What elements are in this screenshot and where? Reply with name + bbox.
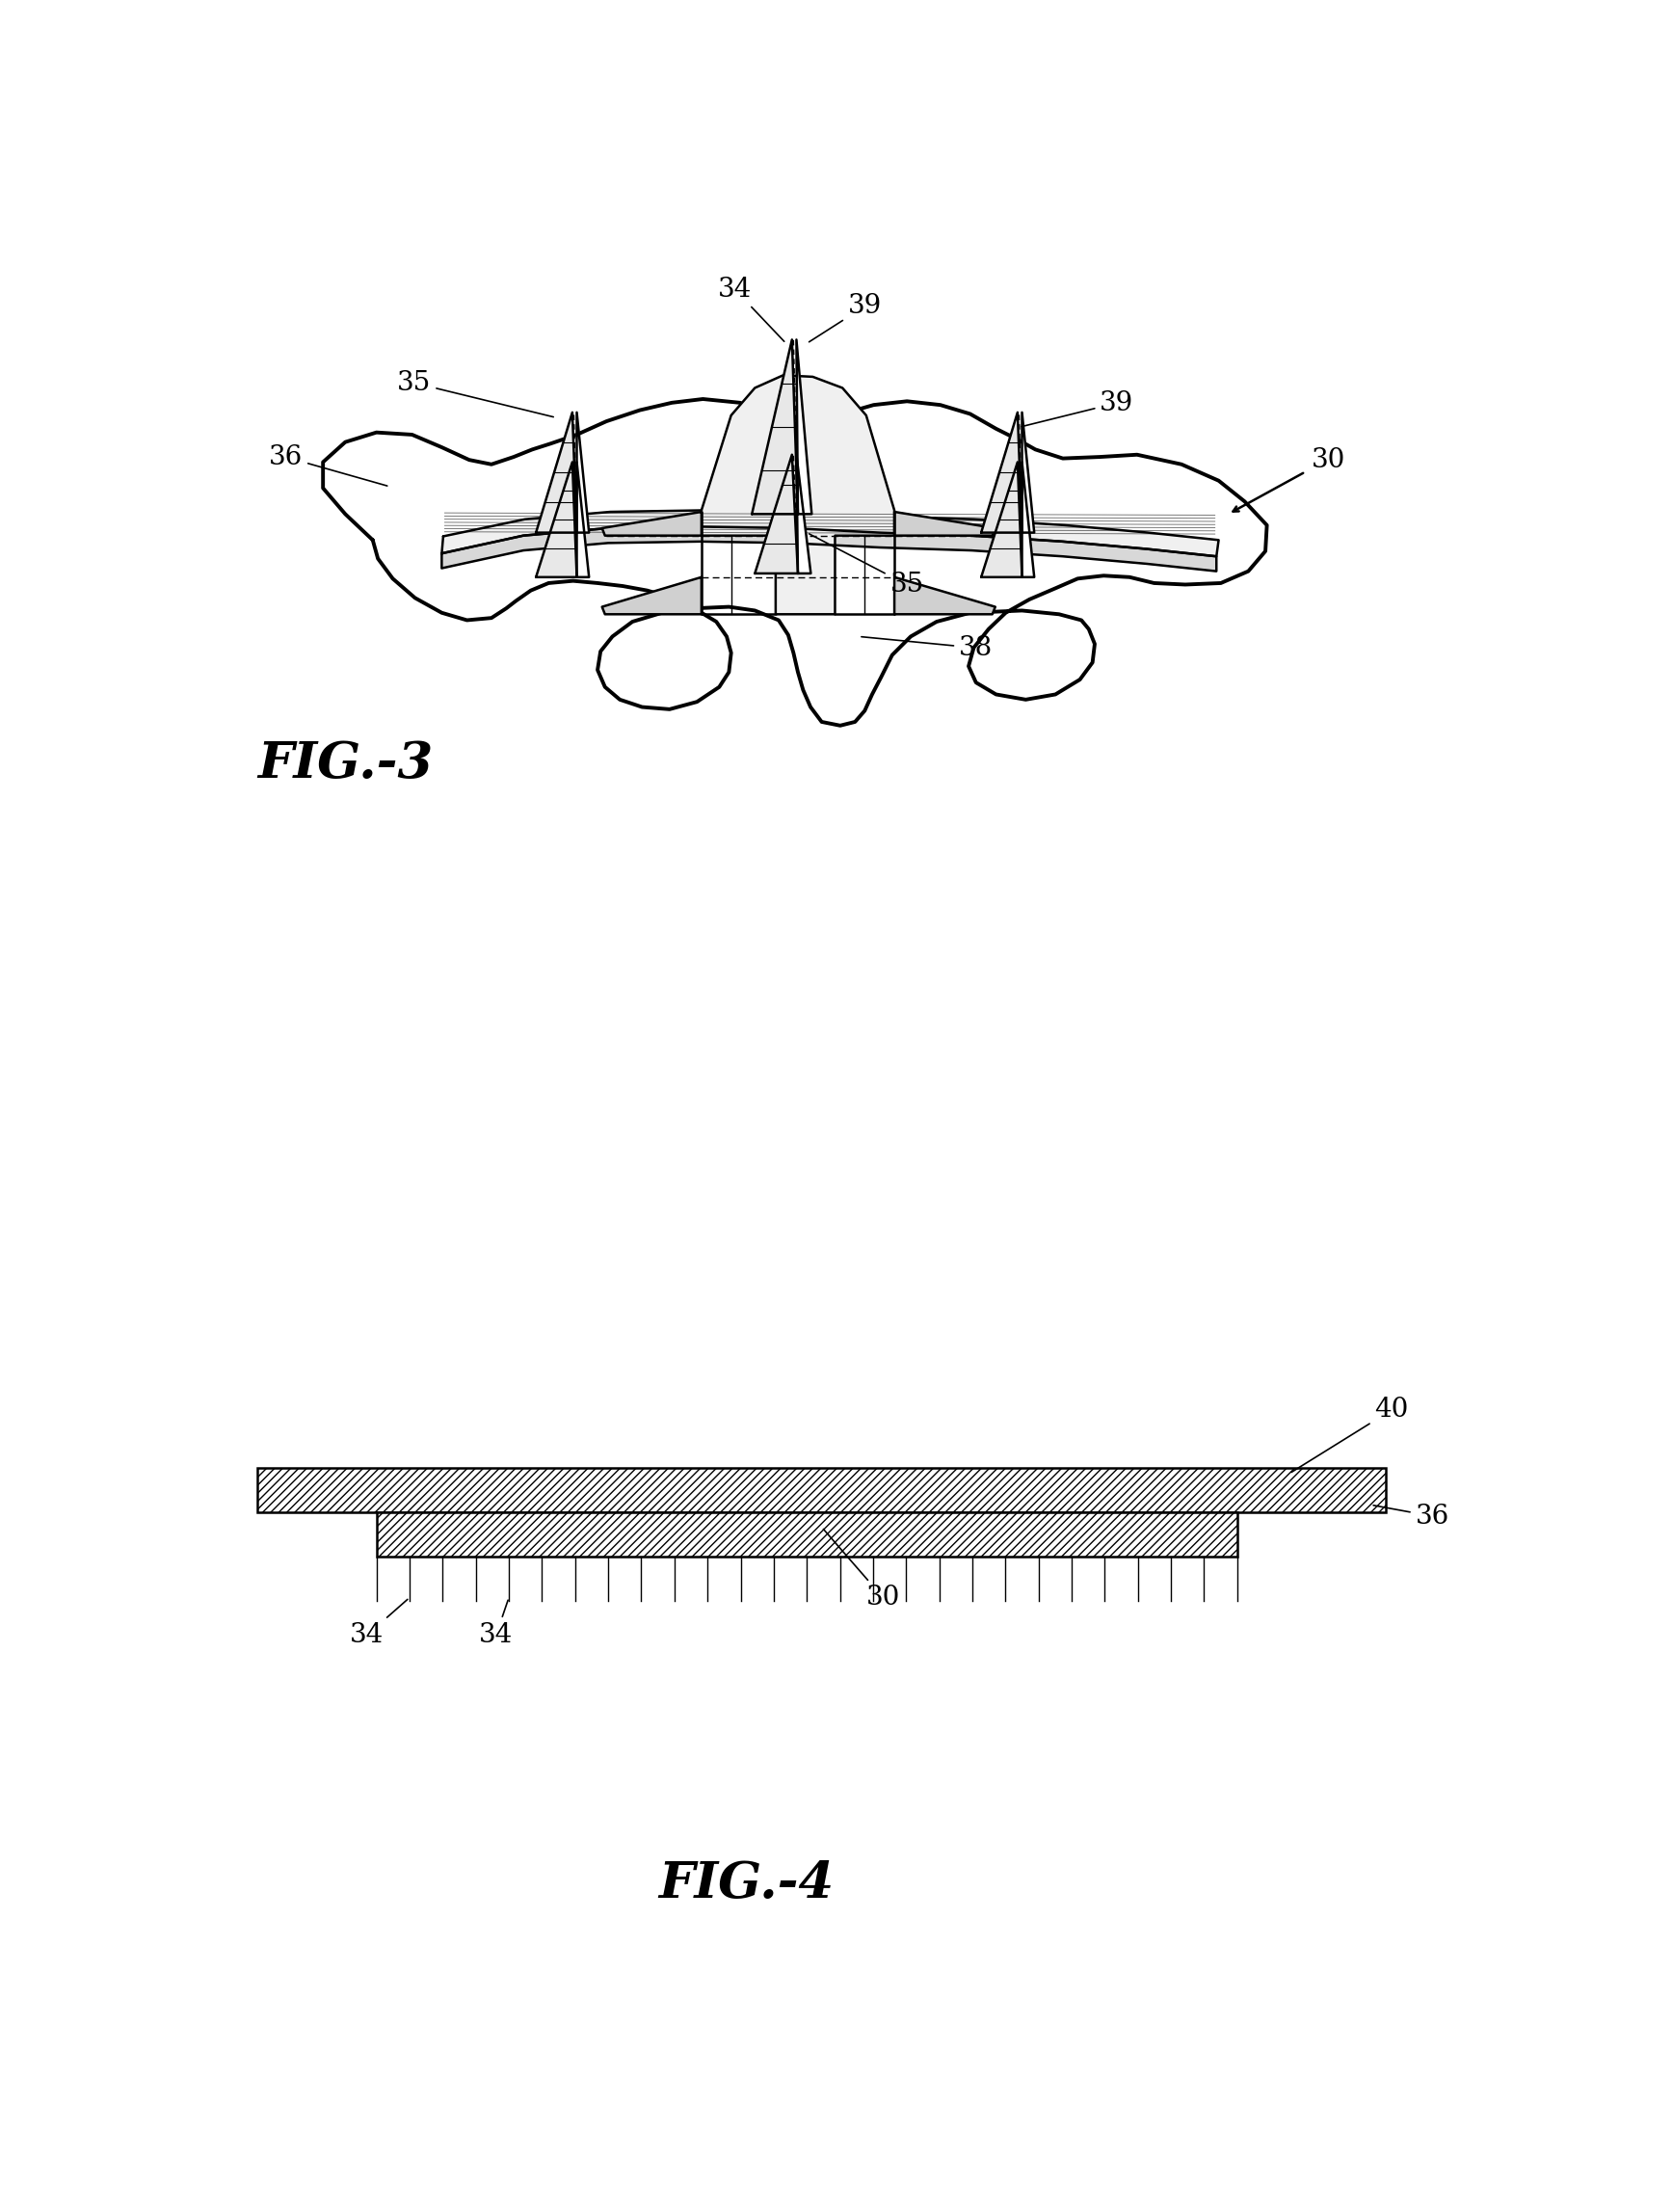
Polygon shape xyxy=(796,341,811,513)
Polygon shape xyxy=(441,511,1219,557)
Polygon shape xyxy=(602,577,702,615)
Polygon shape xyxy=(1022,411,1035,533)
Polygon shape xyxy=(537,411,577,533)
Polygon shape xyxy=(796,456,811,573)
Text: 34: 34 xyxy=(480,1599,513,1648)
Text: 30: 30 xyxy=(823,1528,900,1610)
Polygon shape xyxy=(981,411,1022,533)
Text: 35: 35 xyxy=(398,369,553,416)
Polygon shape xyxy=(323,398,1267,726)
Text: 35: 35 xyxy=(809,533,925,597)
Text: 40: 40 xyxy=(1291,1398,1408,1473)
Text: 34: 34 xyxy=(717,276,784,341)
Polygon shape xyxy=(577,462,589,577)
Polygon shape xyxy=(981,462,1022,577)
Polygon shape xyxy=(895,577,995,615)
Polygon shape xyxy=(441,526,1217,571)
Polygon shape xyxy=(895,511,995,535)
Polygon shape xyxy=(602,511,702,535)
Text: 39: 39 xyxy=(809,294,881,343)
Polygon shape xyxy=(537,462,577,577)
Polygon shape xyxy=(754,456,798,573)
Text: 39: 39 xyxy=(1022,389,1134,427)
Polygon shape xyxy=(702,376,895,615)
Text: FIG.-3: FIG.-3 xyxy=(257,739,433,787)
Text: 34: 34 xyxy=(349,1599,408,1648)
Text: FIG.-4: FIG.-4 xyxy=(659,1860,834,1909)
Text: 36: 36 xyxy=(269,445,388,487)
Text: 36: 36 xyxy=(1373,1504,1450,1528)
Polygon shape xyxy=(577,411,589,533)
Bar xyxy=(376,1513,1237,1557)
Text: 38: 38 xyxy=(861,635,993,661)
Text: 30: 30 xyxy=(1311,447,1346,473)
Polygon shape xyxy=(752,341,798,513)
Polygon shape xyxy=(1022,462,1035,577)
Bar xyxy=(257,1469,1386,1513)
